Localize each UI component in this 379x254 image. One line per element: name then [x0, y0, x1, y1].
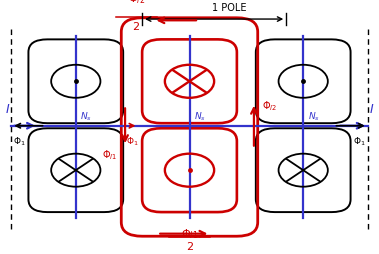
Text: $2$: $2$ [132, 20, 141, 32]
Text: $2$: $2$ [185, 240, 194, 252]
Text: $\Phi_{l1}$: $\Phi_{l1}$ [102, 149, 117, 162]
Text: I: I [6, 103, 9, 116]
Text: $\Phi_{l2}$: $\Phi_{l2}$ [128, 0, 145, 6]
Text: $N_s$: $N_s$ [194, 111, 206, 123]
Text: $\Phi_{l1}$: $\Phi_{l1}$ [181, 227, 198, 241]
Text: $\Phi_{l2}$: $\Phi_{l2}$ [262, 99, 277, 113]
Text: $\Phi_1$: $\Phi_1$ [13, 136, 26, 148]
Text: $N_s$: $N_s$ [308, 111, 319, 123]
Text: 1 POLE: 1 POLE [212, 3, 247, 13]
Text: I: I [370, 103, 373, 116]
Text: $\Phi_1$: $\Phi_1$ [126, 136, 139, 148]
Text: $\Phi_1$: $\Phi_1$ [353, 136, 366, 148]
Text: $N_s$: $N_s$ [80, 111, 92, 123]
